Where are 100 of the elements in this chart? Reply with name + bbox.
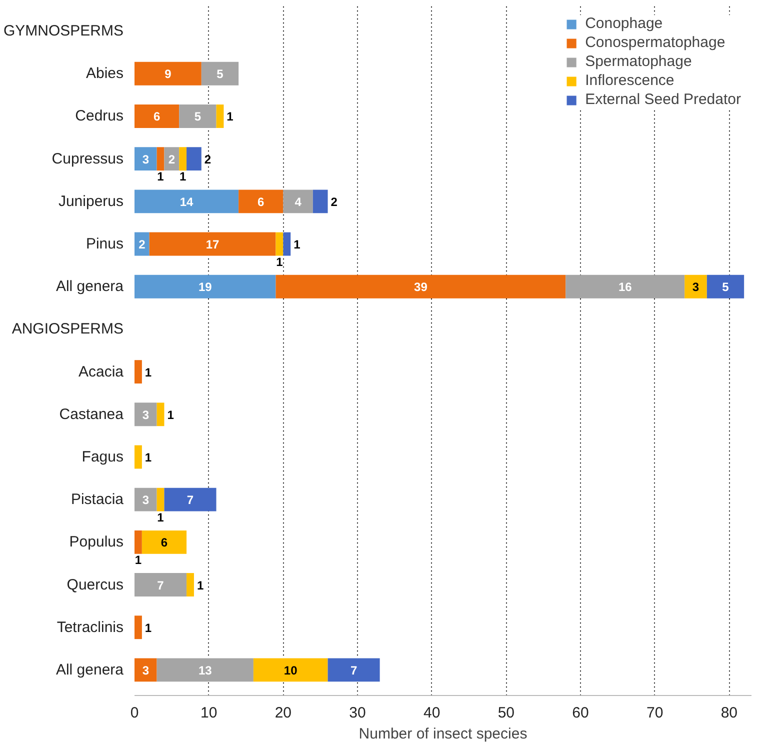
bar xyxy=(134,402,157,426)
data-label: 3 xyxy=(142,408,150,422)
data-label: 17 xyxy=(206,238,220,252)
x-tick-label: 80 xyxy=(720,704,738,722)
bar xyxy=(566,274,685,298)
bar xyxy=(142,530,187,554)
bar xyxy=(134,658,157,682)
bar xyxy=(179,104,216,128)
data-label: 1 xyxy=(144,450,152,464)
legend-label: Inflorescence xyxy=(585,72,674,89)
bar xyxy=(134,530,142,554)
legend-label: Spermatophage xyxy=(585,53,692,70)
data-label: 14 xyxy=(180,194,194,209)
bar xyxy=(134,573,187,596)
data-label: 1 xyxy=(276,254,284,269)
y-tick-label: Pinus xyxy=(86,236,124,253)
data-label: 1 xyxy=(179,170,186,184)
bar xyxy=(156,658,254,682)
data-label: 3 xyxy=(142,152,150,166)
bar xyxy=(283,232,291,256)
legend-label: Conospermatophage xyxy=(585,34,726,51)
bar xyxy=(156,488,164,512)
bar xyxy=(276,232,284,256)
data-label: 6 xyxy=(160,536,168,550)
data-label: 1 xyxy=(226,110,234,124)
data-label: 16 xyxy=(618,280,632,294)
data-label: 13 xyxy=(198,663,212,678)
data-label: 6 xyxy=(258,194,265,209)
bar xyxy=(684,274,707,298)
y-tick-label: Castanea xyxy=(59,406,124,423)
bar xyxy=(156,147,164,171)
y-tick-label: Cedrus xyxy=(75,108,124,125)
bar xyxy=(134,190,239,214)
bar xyxy=(179,147,187,171)
legend-label: Conophage xyxy=(585,15,663,32)
y-tick-label: ANGIOSPERMS xyxy=(12,320,124,338)
bar xyxy=(164,488,216,512)
bar xyxy=(276,274,566,298)
data-label: 3 xyxy=(142,493,150,508)
x-tick-label: 50 xyxy=(498,704,515,722)
data-label: 1 xyxy=(167,408,174,422)
y-tick-label: GYMNOSPERMS xyxy=(3,22,124,40)
data-label: 1 xyxy=(144,620,152,635)
bar xyxy=(186,147,202,171)
bar xyxy=(253,658,328,682)
data-label: 5 xyxy=(194,110,202,124)
x-axis-title: Number of insect species xyxy=(358,726,528,742)
bar xyxy=(706,274,744,298)
data-label: 1 xyxy=(144,365,152,380)
bar xyxy=(149,232,276,256)
data-label: 3 xyxy=(142,663,150,678)
data-label: 1 xyxy=(134,552,142,567)
bar xyxy=(164,147,180,171)
bar xyxy=(134,616,142,640)
data-label: 7 xyxy=(157,578,164,592)
data-label: 5 xyxy=(722,280,730,294)
data-label: 2 xyxy=(330,194,338,209)
data-label: 19 xyxy=(198,280,212,294)
y-tick-label: All genera xyxy=(56,661,124,678)
x-tick-label: 70 xyxy=(646,704,664,722)
data-label: 4 xyxy=(294,194,302,209)
data-label: 1 xyxy=(294,238,301,252)
data-label: 7 xyxy=(350,663,358,678)
bar xyxy=(134,147,157,171)
data-label: 3 xyxy=(692,280,700,294)
bar xyxy=(134,104,180,128)
y-tick-label: Acacia xyxy=(78,363,124,380)
bar xyxy=(201,62,239,86)
bar xyxy=(134,445,142,469)
y-tick-label: Quercus xyxy=(66,576,124,594)
bar xyxy=(312,190,328,214)
data-label: 1 xyxy=(196,578,204,592)
bar xyxy=(216,104,224,128)
x-tick-label: 0 xyxy=(130,704,139,722)
data-label: 6 xyxy=(153,110,160,124)
bar xyxy=(238,190,284,214)
data-label: 9 xyxy=(164,67,172,82)
y-tick-label: Pistacia xyxy=(70,491,124,508)
bar xyxy=(156,402,164,426)
x-tick-label: 40 xyxy=(424,704,440,722)
data-label: 2 xyxy=(168,152,176,166)
x-tick-label: 60 xyxy=(572,704,589,722)
y-tick-label: Abies xyxy=(86,65,124,82)
y-tick-label: Tetraclinis xyxy=(56,618,124,636)
bar xyxy=(134,488,157,512)
x-tick-label: 20 xyxy=(274,704,292,722)
y-tick-label: All genera xyxy=(56,278,124,296)
bar xyxy=(134,274,276,298)
data-label: 5 xyxy=(216,67,224,82)
y-tick-label: Fagus xyxy=(82,448,124,466)
x-tick-label: 30 xyxy=(349,704,366,722)
y-tick-label: Populus xyxy=(69,534,124,551)
bar xyxy=(328,658,380,682)
y-tick-label: Juniperus xyxy=(58,192,124,210)
data-label: 10 xyxy=(284,663,298,678)
bar xyxy=(283,190,313,214)
legend-label: External Seed Predator xyxy=(585,91,741,108)
bar xyxy=(134,62,202,86)
bar xyxy=(186,573,194,596)
y-tick-label: Cupressus xyxy=(52,150,124,168)
